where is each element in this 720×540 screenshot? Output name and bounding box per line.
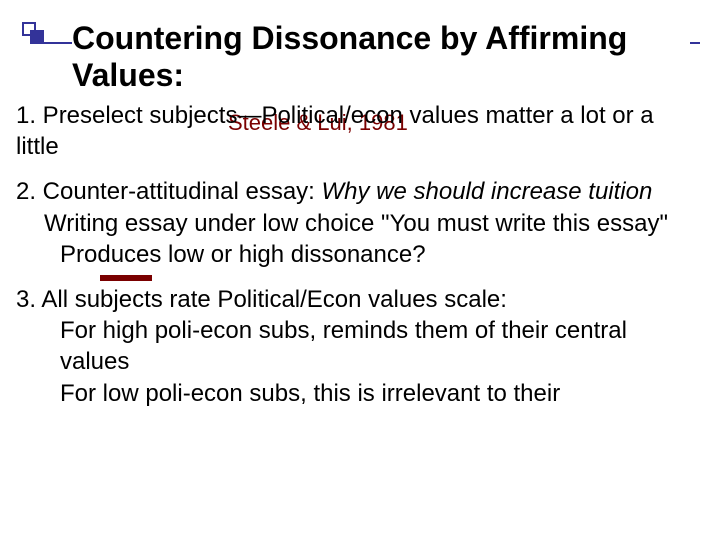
- point-2-sub2: Produces low or high dissonance?: [16, 239, 700, 270]
- point-3-lead: 3. All subjects rate Political/Econ valu…: [16, 284, 700, 315]
- point-2-lead: 2. Counter-attitudinal essay:: [16, 178, 322, 205]
- point-2-essay-title: Why we should increase tuition: [322, 178, 653, 205]
- slide-title: Countering Dissonance by Affirming Value…: [72, 20, 690, 94]
- corner-accent-icon: [22, 22, 44, 44]
- point-3-sub1: For high poli-econ subs, reminds them of…: [16, 315, 700, 377]
- point-2-sub1: Writing essay under low choice "You must…: [16, 208, 700, 239]
- point-1: 1. Preselect subjects—Political/econ val…: [16, 100, 700, 162]
- point-3-sub2: For low poli-econ subs, this is irreleva…: [16, 378, 700, 409]
- point-3: 3. All subjects rate Political/Econ valu…: [16, 284, 700, 409]
- slide-body: 1. Preselect subjects—Political/econ val…: [16, 100, 700, 423]
- point-2: 2. Counter-attitudinal essay: Why we sho…: [16, 176, 700, 270]
- slide: Countering Dissonance by Affirming Value…: [0, 0, 720, 540]
- emphasis-mark-icon: [100, 275, 152, 281]
